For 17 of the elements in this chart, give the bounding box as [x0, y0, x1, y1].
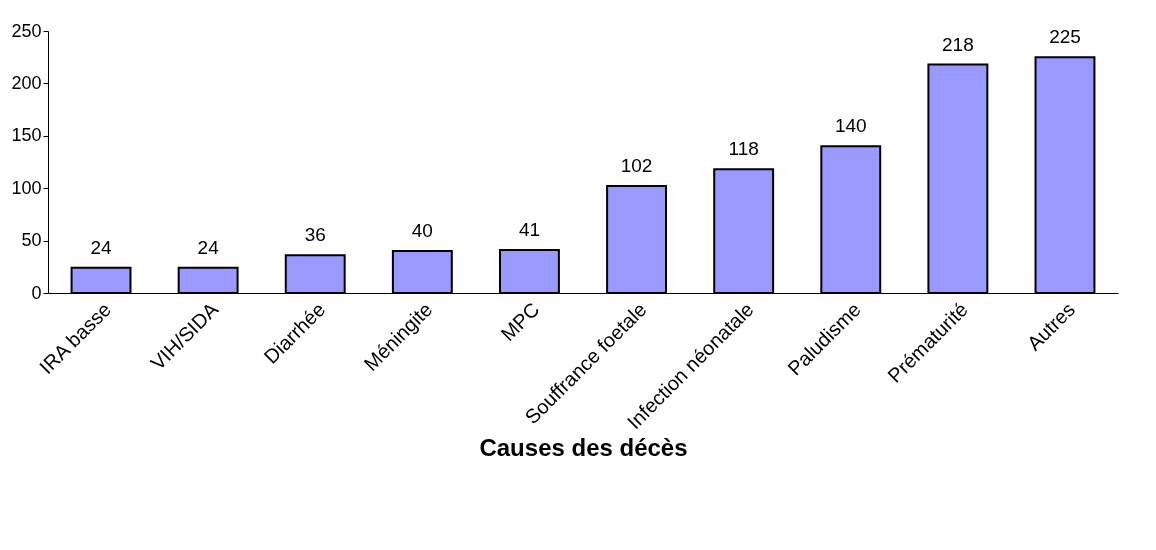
- data-label: 36: [304, 224, 326, 246]
- data-label: 102: [620, 155, 653, 177]
- data-label: 140: [834, 115, 867, 137]
- y-tick-label: 50: [21, 230, 42, 251]
- data-label: 118: [728, 138, 759, 160]
- y-tick-label: 250: [11, 20, 42, 41]
- data-label: 225: [1049, 26, 1081, 48]
- data-label: 24: [197, 236, 220, 258]
- data-label: 40: [411, 220, 433, 242]
- y-tick-label: 150: [11, 125, 42, 146]
- y-tick-label: 0: [31, 282, 42, 303]
- y-tick-label: 200: [11, 72, 42, 93]
- x-axis-title: Causes des décès: [479, 434, 688, 462]
- y-tick-label: 100: [11, 177, 42, 198]
- data-label: 41: [518, 219, 541, 241]
- data-label: 24: [90, 236, 113, 258]
- data-label: 218: [942, 33, 974, 55]
